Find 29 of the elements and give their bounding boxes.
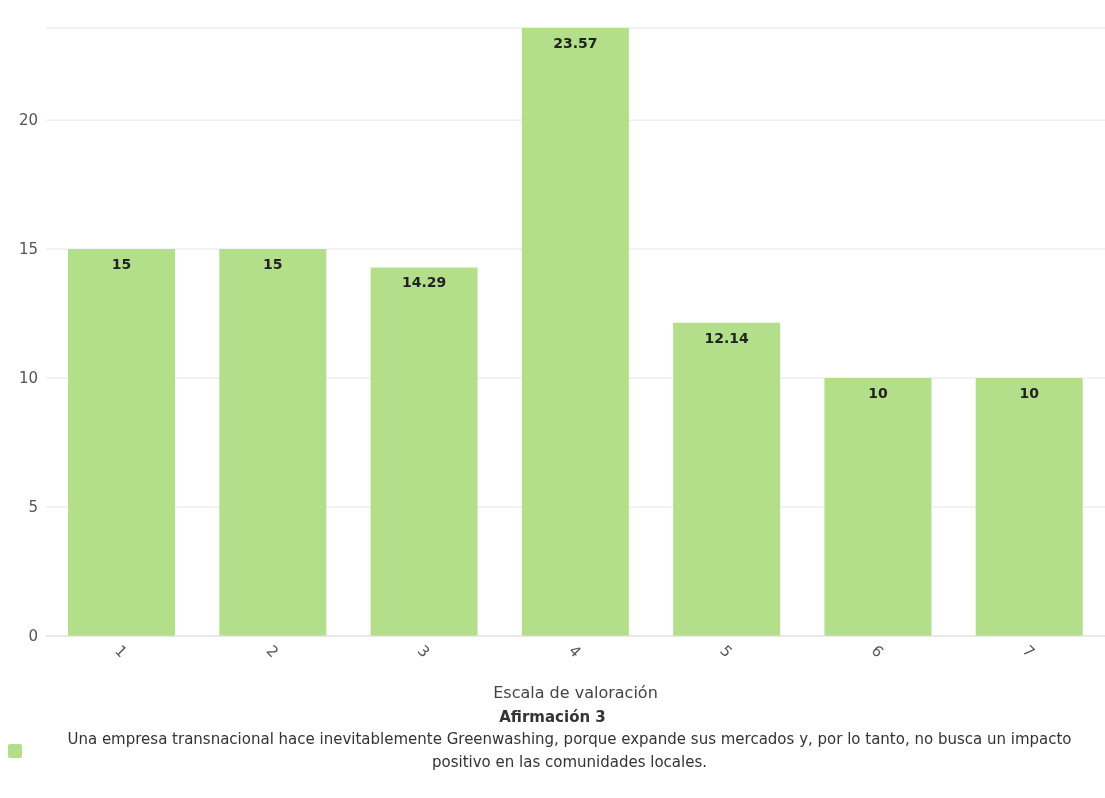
data-label: 10 <box>868 384 888 401</box>
data-label: 14.29 <box>401 274 447 291</box>
x-axis-title: Escala de valoración <box>493 683 658 702</box>
bar <box>521 28 629 636</box>
bar <box>824 378 932 636</box>
y-tick-label: 5 <box>28 498 38 517</box>
x-tick-label: 6 <box>867 641 888 662</box>
y-tick-label: 20 <box>18 111 38 130</box>
data-label: 12.14 <box>704 329 750 346</box>
x-tick-label: 2 <box>262 641 283 662</box>
x-tick-label: 4 <box>565 641 585 662</box>
bar <box>219 249 327 636</box>
y-tick-label: 15 <box>18 240 38 259</box>
bar <box>68 249 175 636</box>
x-tick-label: 3 <box>413 641 434 662</box>
bar <box>370 267 478 636</box>
data-label: 15 <box>263 256 283 273</box>
data-label: 15 <box>111 256 132 273</box>
bar <box>673 322 781 636</box>
x-tick-label: 7 <box>1019 641 1039 662</box>
x-tick-label: 1 <box>111 641 131 662</box>
y-tick-label: 10 <box>18 369 38 388</box>
y-tick-label: 0 <box>28 627 38 646</box>
text: Una empresa transnacional hace inevitablemente Greenwashing, porque expande sus mercados y, por lo tanto, no busca un impacto positivo en las comunidades locales. <box>66 729 1073 773</box>
data-label: 10 <box>1019 384 1040 401</box>
legend-title: Afirmación 3 <box>498 708 607 726</box>
x-tick-label: 5 <box>716 641 736 662</box>
data-label: 23.57 <box>553 34 598 51</box>
bar <box>975 378 1083 636</box>
